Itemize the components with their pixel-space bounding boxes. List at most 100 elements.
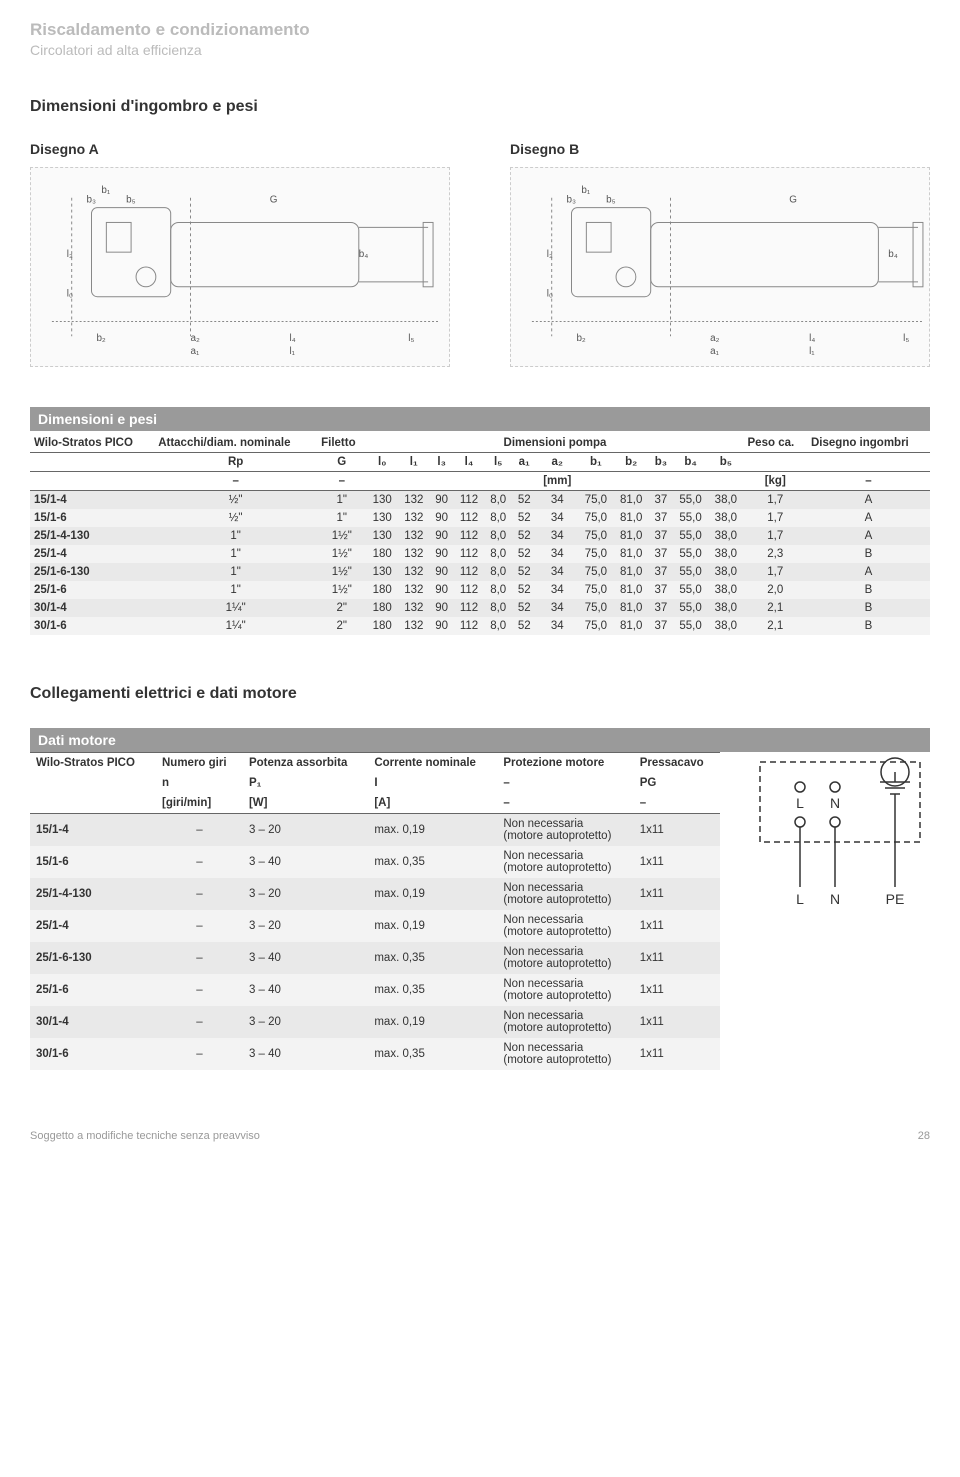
wiring-L-label: L	[796, 891, 804, 907]
unit-giri: [giri/min]	[156, 793, 243, 814]
table-row: 15/1-6½"1"130132901128,0523475,081,03755…	[30, 509, 930, 527]
table-row: 25/1-6–3 – 40max. 0,35Non necessaria(mot…	[30, 974, 720, 1006]
dim-unit: [kg]	[744, 472, 807, 491]
wiring-N-inner: N	[830, 795, 840, 811]
motor-title-bar: Dati motore	[30, 728, 930, 752]
svg-text:l₅: l₅	[903, 333, 909, 344]
unit-w: [W]	[243, 793, 368, 814]
hdr-protezione: Protezione motore	[497, 753, 633, 774]
svg-text:a₂: a₂	[710, 333, 719, 344]
hdr-potenza: Potenza assorbita	[243, 753, 368, 774]
svg-text:a₁: a₁	[710, 346, 719, 357]
svg-text:b₁: b₁	[581, 185, 590, 196]
dim-sym: a₂	[536, 453, 578, 472]
sym-n: n	[156, 773, 243, 793]
wiring-svg: L N L N PE	[750, 752, 930, 912]
hdr-filetto: Filetto	[317, 431, 366, 453]
hdr-corrente: Corrente nominale	[368, 753, 497, 774]
motor-table: Wilo-Stratos PICO Numero giri Potenza as…	[30, 752, 720, 1070]
svg-text:b₅: b₅	[606, 195, 615, 206]
dim-unit	[614, 472, 649, 491]
table-row: 15/1-6–3 – 40max. 0,35Non necessaria(mot…	[30, 846, 720, 878]
svg-text:b₁: b₁	[101, 185, 110, 196]
svg-text:b₃: b₃	[87, 195, 97, 206]
dim-unit: –	[154, 472, 317, 491]
dim-sym: l₄	[454, 453, 485, 472]
dim-unit	[649, 472, 673, 491]
wiring-L-inner: L	[796, 795, 804, 811]
hdr-numero-giri: Numero giri	[156, 753, 243, 774]
sym-pg: PG	[634, 773, 720, 793]
hdr-disegno: Disegno ingombri	[807, 431, 930, 453]
dim-unit	[484, 472, 512, 491]
svg-text:a₂: a₂	[190, 333, 199, 344]
hdr-dim-pompa: Dimensioni pompa	[366, 431, 743, 453]
page-subtitle: Circolatori ad alta efficienza	[30, 42, 930, 58]
drawing-a-label: Disegno A	[30, 141, 450, 157]
page-title: Riscaldamento e condizionamento	[30, 20, 930, 40]
svg-text:l₃: l₃	[67, 249, 73, 260]
section-dimensions-title: Dimensioni d'ingombro e pesi	[30, 98, 930, 116]
table-row: 25/1-41"1½"180132901128,0523475,081,0375…	[30, 545, 930, 563]
drawing-a-svg: b₁ b₃b₅ G l₃ l₀ b₄ b₂ a₂ a₁ l₄ l₁ l₅	[31, 168, 449, 366]
unit-dash2: –	[634, 793, 720, 814]
dim-sym: b₁	[578, 453, 613, 472]
dim-sym: l₅	[484, 453, 512, 472]
sym-i: I	[368, 773, 497, 793]
table-row: 25/1-4-1301"1½"130132901128,0523475,081,…	[30, 527, 930, 545]
svg-text:b₄: b₄	[888, 249, 898, 260]
dim-unit: –	[317, 472, 366, 491]
drawing-b-box: b₁ b₃b₅ G l₃ l₀ b₄ b₂ a₂ a₁ l₄ l₁ l₅	[510, 167, 930, 367]
table-row: 30/1-6–3 – 40max. 0,35Non necessaria(mot…	[30, 1038, 720, 1070]
drawings-row: Disegno A b₁ b₃ b₅ G	[30, 141, 930, 367]
series-label: Wilo-Stratos PICO	[30, 431, 154, 453]
section-motor-title: Collegamenti elettrici e dati motore	[30, 685, 930, 703]
footer-left: Soggetto a modifiche tecniche senza prea…	[30, 1130, 260, 1142]
dim-unit	[398, 472, 430, 491]
hdr-attacchi: Attacchi/diam. nominale	[154, 431, 317, 453]
svg-text:G: G	[789, 195, 797, 206]
dim-sym: b₅	[708, 453, 743, 472]
table-row: 15/1-4½"1"130132901128,0523475,081,03755…	[30, 491, 930, 510]
hdr-pressacavo: Pressacavo	[634, 753, 720, 774]
svg-text:a₁: a₁	[190, 346, 199, 357]
svg-text:b₂: b₂	[96, 333, 105, 344]
table-row: 30/1-61¼"2"180132901128,0523475,081,0375…	[30, 617, 930, 635]
table-row: 30/1-41¼"2"180132901128,0523475,081,0375…	[30, 599, 930, 617]
svg-text:l₅: l₅	[408, 333, 414, 344]
hdr-peso: Peso ca.	[744, 431, 807, 453]
drawing-a-col: Disegno A b₁ b₃b₅ G	[30, 141, 450, 367]
dimensions-title-bar: Dimensioni e pesi	[30, 407, 930, 431]
svg-text:l₄: l₄	[289, 333, 295, 344]
svg-text:l₄: l₄	[809, 333, 815, 344]
dim-unit: –	[807, 472, 930, 491]
svg-text:l₃: l₃	[547, 249, 553, 260]
dim-unit	[512, 472, 536, 491]
dim-sym: Rp	[154, 453, 317, 472]
dim-unit	[430, 472, 454, 491]
svg-text:l₀: l₀	[67, 289, 73, 300]
dim-sym: b₃	[649, 453, 673, 472]
drawing-a-box: b₁ b₃b₅ G l₃ l₀ b₄ b₂ a₂ a₁ l₄ l₁ l₅	[30, 167, 450, 367]
wiring-PE-label: PE	[886, 891, 905, 907]
page-header: Riscaldamento e condizionamento Circolat…	[30, 20, 930, 58]
table-row: 25/1-6-1301"1½"130132901128,0523475,081,…	[30, 563, 930, 581]
wiring-N-label: N	[830, 891, 840, 907]
sym-dash1: –	[497, 773, 633, 793]
dim-sym: b₂	[614, 453, 649, 472]
svg-text:G: G	[270, 195, 278, 206]
dim-unit	[673, 472, 708, 491]
table-row: 25/1-61"1½"180132901128,0523475,081,0375…	[30, 581, 930, 599]
drawing-b-col: Disegno B b₁ b₃b₅ G	[510, 141, 930, 367]
table-row: 25/1-4-130–3 – 20max. 0,19Non necessaria…	[30, 878, 720, 910]
dim-unit	[578, 472, 613, 491]
footer-page: 28	[918, 1130, 930, 1142]
dim-sym: a₁	[512, 453, 536, 472]
dim-sym	[744, 453, 807, 472]
drawing-b-label: Disegno B	[510, 141, 930, 157]
dimensions-table: Wilo-Stratos PICO Attacchi/diam. nominal…	[30, 431, 930, 635]
dim-unit: [mm]	[536, 472, 578, 491]
svg-text:b₄: b₄	[359, 249, 369, 260]
unit-a: [A]	[368, 793, 497, 814]
svg-text:l₀: l₀	[547, 289, 553, 300]
